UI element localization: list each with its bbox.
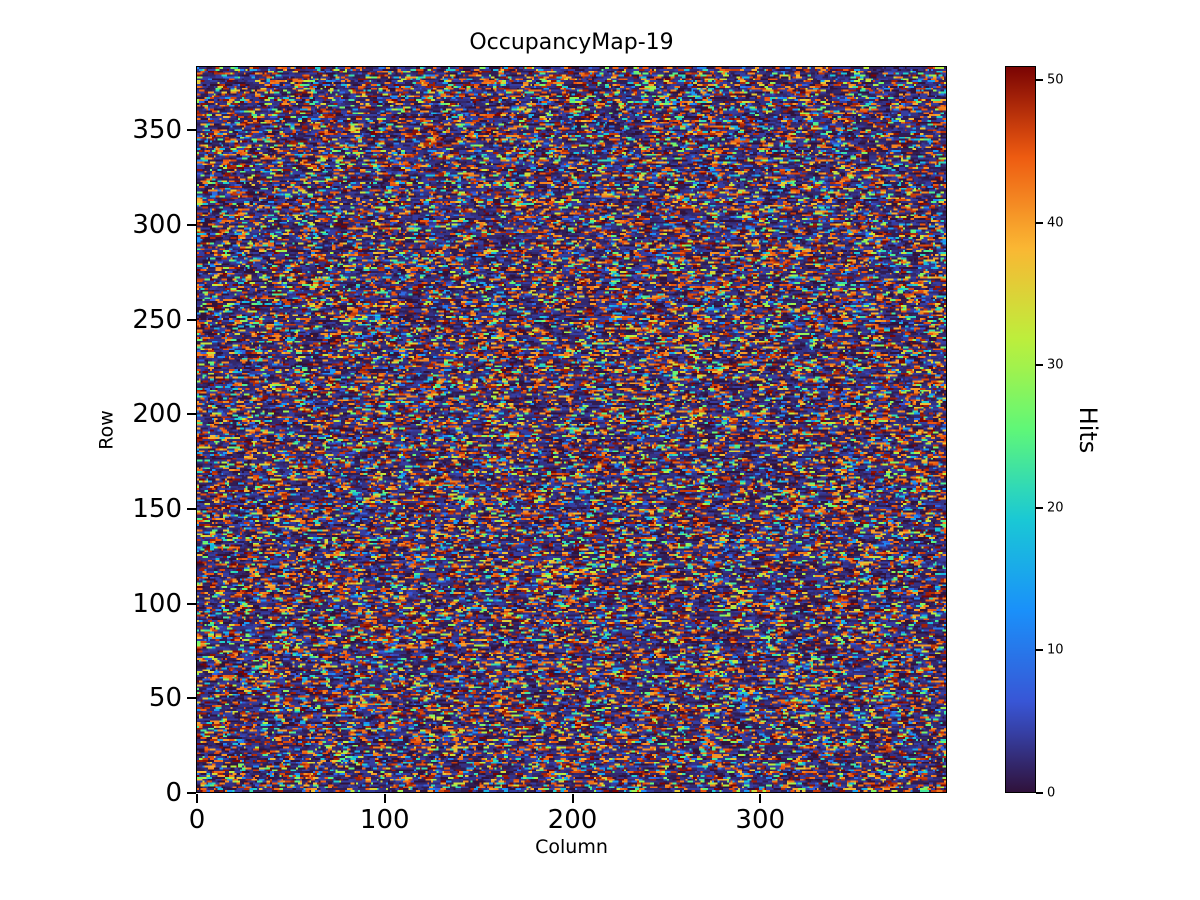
x-tick-mark xyxy=(759,794,762,803)
heatmap-canvas xyxy=(197,67,946,792)
y-tick-label: 100 xyxy=(132,588,182,619)
y-tick-mark xyxy=(187,508,196,511)
colorbar-tick-label: 40 xyxy=(1047,215,1064,231)
y-tick-label: 50 xyxy=(148,683,182,714)
colorbar-tick-mark xyxy=(1036,649,1043,652)
x-tick-label: 300 xyxy=(735,805,786,835)
colorbar-tick-mark xyxy=(1036,221,1043,224)
x-tick-label: 0 xyxy=(188,805,206,835)
y-tick-label: 350 xyxy=(132,115,182,146)
y-tick-label: 300 xyxy=(132,210,182,241)
x-tick-label: 100 xyxy=(359,805,410,835)
colorbar-tick-mark xyxy=(1036,506,1043,509)
y-tick-mark xyxy=(187,318,196,321)
colorbar-tick-label: 0 xyxy=(1047,785,1056,801)
y-tick-mark xyxy=(187,792,196,794)
y-axis-label: Row xyxy=(95,410,118,450)
y-tick-label: 200 xyxy=(132,399,182,430)
colorbar-tick-label: 50 xyxy=(1047,72,1064,88)
x-tick-mark xyxy=(196,794,198,803)
colorbar xyxy=(1005,66,1036,793)
y-tick-mark xyxy=(187,129,196,132)
y-tick-mark xyxy=(187,224,196,227)
colorbar-tick-mark xyxy=(1036,79,1043,82)
colorbar-tick-mark xyxy=(1036,792,1043,794)
y-tick-label: 150 xyxy=(132,494,182,525)
x-tick-mark xyxy=(383,794,386,803)
y-tick-mark xyxy=(187,602,196,605)
y-tick-label: 250 xyxy=(132,304,182,335)
heatmap-plot-area xyxy=(196,66,947,793)
x-tick-mark xyxy=(571,794,574,803)
x-tick-label: 200 xyxy=(547,805,598,835)
colorbar-tick-label: 20 xyxy=(1047,500,1064,516)
colorbar-tick-mark xyxy=(1036,364,1043,367)
colorbar-label: Hits xyxy=(1074,406,1102,454)
y-tick-label: 0 xyxy=(165,778,182,808)
colorbar-tick-label: 30 xyxy=(1047,357,1064,373)
x-axis-label: Column xyxy=(535,836,608,858)
chart-title: OccupancyMap-19 xyxy=(469,30,674,55)
colorbar-tick-label: 10 xyxy=(1047,642,1064,658)
y-tick-mark xyxy=(187,413,196,416)
y-tick-mark xyxy=(187,697,196,700)
